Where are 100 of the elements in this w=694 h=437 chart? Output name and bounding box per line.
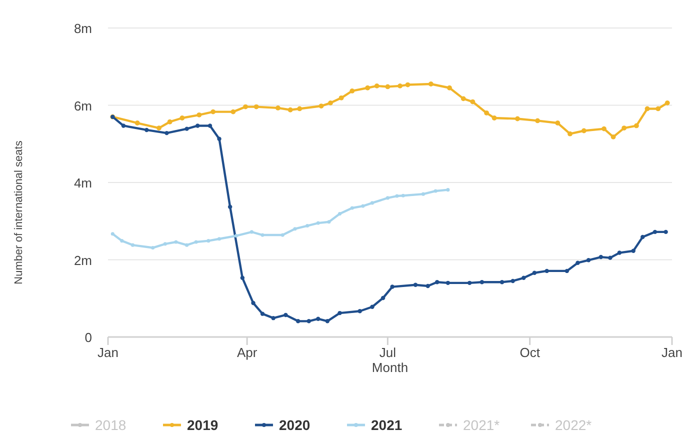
point bbox=[196, 112, 202, 118]
point bbox=[370, 201, 374, 205]
point bbox=[568, 131, 572, 136]
point bbox=[532, 270, 537, 275]
point bbox=[365, 85, 370, 90]
point bbox=[435, 280, 440, 284]
point bbox=[640, 234, 645, 240]
point bbox=[522, 276, 526, 280]
point bbox=[361, 204, 365, 208]
point bbox=[374, 83, 380, 88]
legend-label: 2021* bbox=[463, 417, 500, 433]
point bbox=[280, 233, 284, 237]
point bbox=[610, 134, 616, 140]
point bbox=[156, 126, 162, 130]
point bbox=[515, 116, 520, 122]
point bbox=[434, 189, 438, 193]
x-tick-label: Oct bbox=[520, 345, 540, 360]
point bbox=[338, 310, 342, 316]
point bbox=[358, 309, 362, 314]
point bbox=[398, 83, 403, 88]
point bbox=[210, 109, 216, 114]
point bbox=[271, 316, 276, 320]
point bbox=[328, 100, 333, 106]
y-tick-label: 0 bbox=[84, 330, 92, 345]
point bbox=[316, 316, 320, 321]
point bbox=[350, 88, 355, 94]
point bbox=[230, 109, 236, 114]
point bbox=[121, 124, 126, 128]
point bbox=[664, 230, 668, 234]
x-axis-title: Month bbox=[372, 360, 408, 375]
point bbox=[510, 278, 515, 284]
point bbox=[338, 95, 344, 100]
point bbox=[622, 126, 627, 130]
y-axis-title: Number of international seats bbox=[13, 140, 25, 284]
point bbox=[405, 82, 410, 88]
point bbox=[386, 196, 390, 200]
point bbox=[284, 312, 288, 318]
point bbox=[184, 126, 189, 131]
point bbox=[447, 85, 452, 90]
point bbox=[390, 284, 394, 289]
point bbox=[208, 124, 212, 128]
point bbox=[288, 107, 293, 112]
x-tick-label: Jan bbox=[662, 345, 682, 360]
point bbox=[296, 319, 300, 324]
legend-label: 2019 bbox=[187, 417, 218, 433]
legend-label: 2021 bbox=[371, 417, 402, 433]
point bbox=[306, 319, 311, 324]
point bbox=[413, 282, 418, 287]
y-tick-label: 4m bbox=[74, 176, 92, 190]
point bbox=[598, 254, 604, 260]
point bbox=[254, 104, 259, 110]
point bbox=[164, 130, 169, 136]
point bbox=[385, 84, 390, 90]
point bbox=[325, 319, 330, 324]
point bbox=[602, 126, 606, 132]
point bbox=[130, 243, 135, 247]
legend-label: 2022* bbox=[555, 417, 592, 433]
point bbox=[338, 212, 342, 216]
point bbox=[370, 304, 374, 309]
point bbox=[217, 136, 222, 141]
point bbox=[467, 280, 472, 286]
point bbox=[544, 268, 549, 274]
y-tick-label: 6m bbox=[74, 98, 92, 114]
point bbox=[297, 106, 302, 112]
point bbox=[240, 276, 245, 280]
legend-label: 2018 bbox=[95, 417, 126, 433]
point bbox=[446, 188, 450, 192]
point bbox=[293, 227, 297, 231]
point bbox=[196, 124, 200, 128]
point bbox=[250, 230, 254, 234]
point bbox=[617, 250, 622, 255]
point bbox=[234, 234, 238, 238]
point bbox=[634, 123, 639, 128]
x-tick-label: Jul bbox=[379, 345, 396, 360]
point bbox=[401, 194, 405, 198]
point bbox=[470, 99, 476, 104]
point bbox=[656, 106, 661, 112]
point bbox=[260, 312, 265, 316]
point bbox=[151, 246, 155, 250]
point bbox=[535, 118, 540, 124]
point bbox=[217, 237, 222, 241]
point bbox=[608, 256, 612, 260]
point bbox=[243, 104, 248, 110]
point bbox=[174, 240, 178, 244]
y-tick-label: 8m bbox=[74, 21, 92, 36]
point bbox=[484, 110, 490, 116]
point bbox=[664, 100, 670, 106]
point bbox=[428, 82, 434, 86]
point bbox=[110, 232, 114, 236]
point bbox=[194, 240, 198, 244]
point bbox=[228, 204, 232, 209]
point bbox=[163, 242, 167, 246]
point bbox=[206, 239, 210, 243]
point bbox=[134, 120, 140, 126]
legend-label: 2020 bbox=[279, 417, 310, 433]
point bbox=[167, 119, 172, 124]
point bbox=[350, 206, 354, 210]
point bbox=[652, 230, 658, 234]
point bbox=[380, 296, 386, 300]
point bbox=[564, 268, 570, 274]
